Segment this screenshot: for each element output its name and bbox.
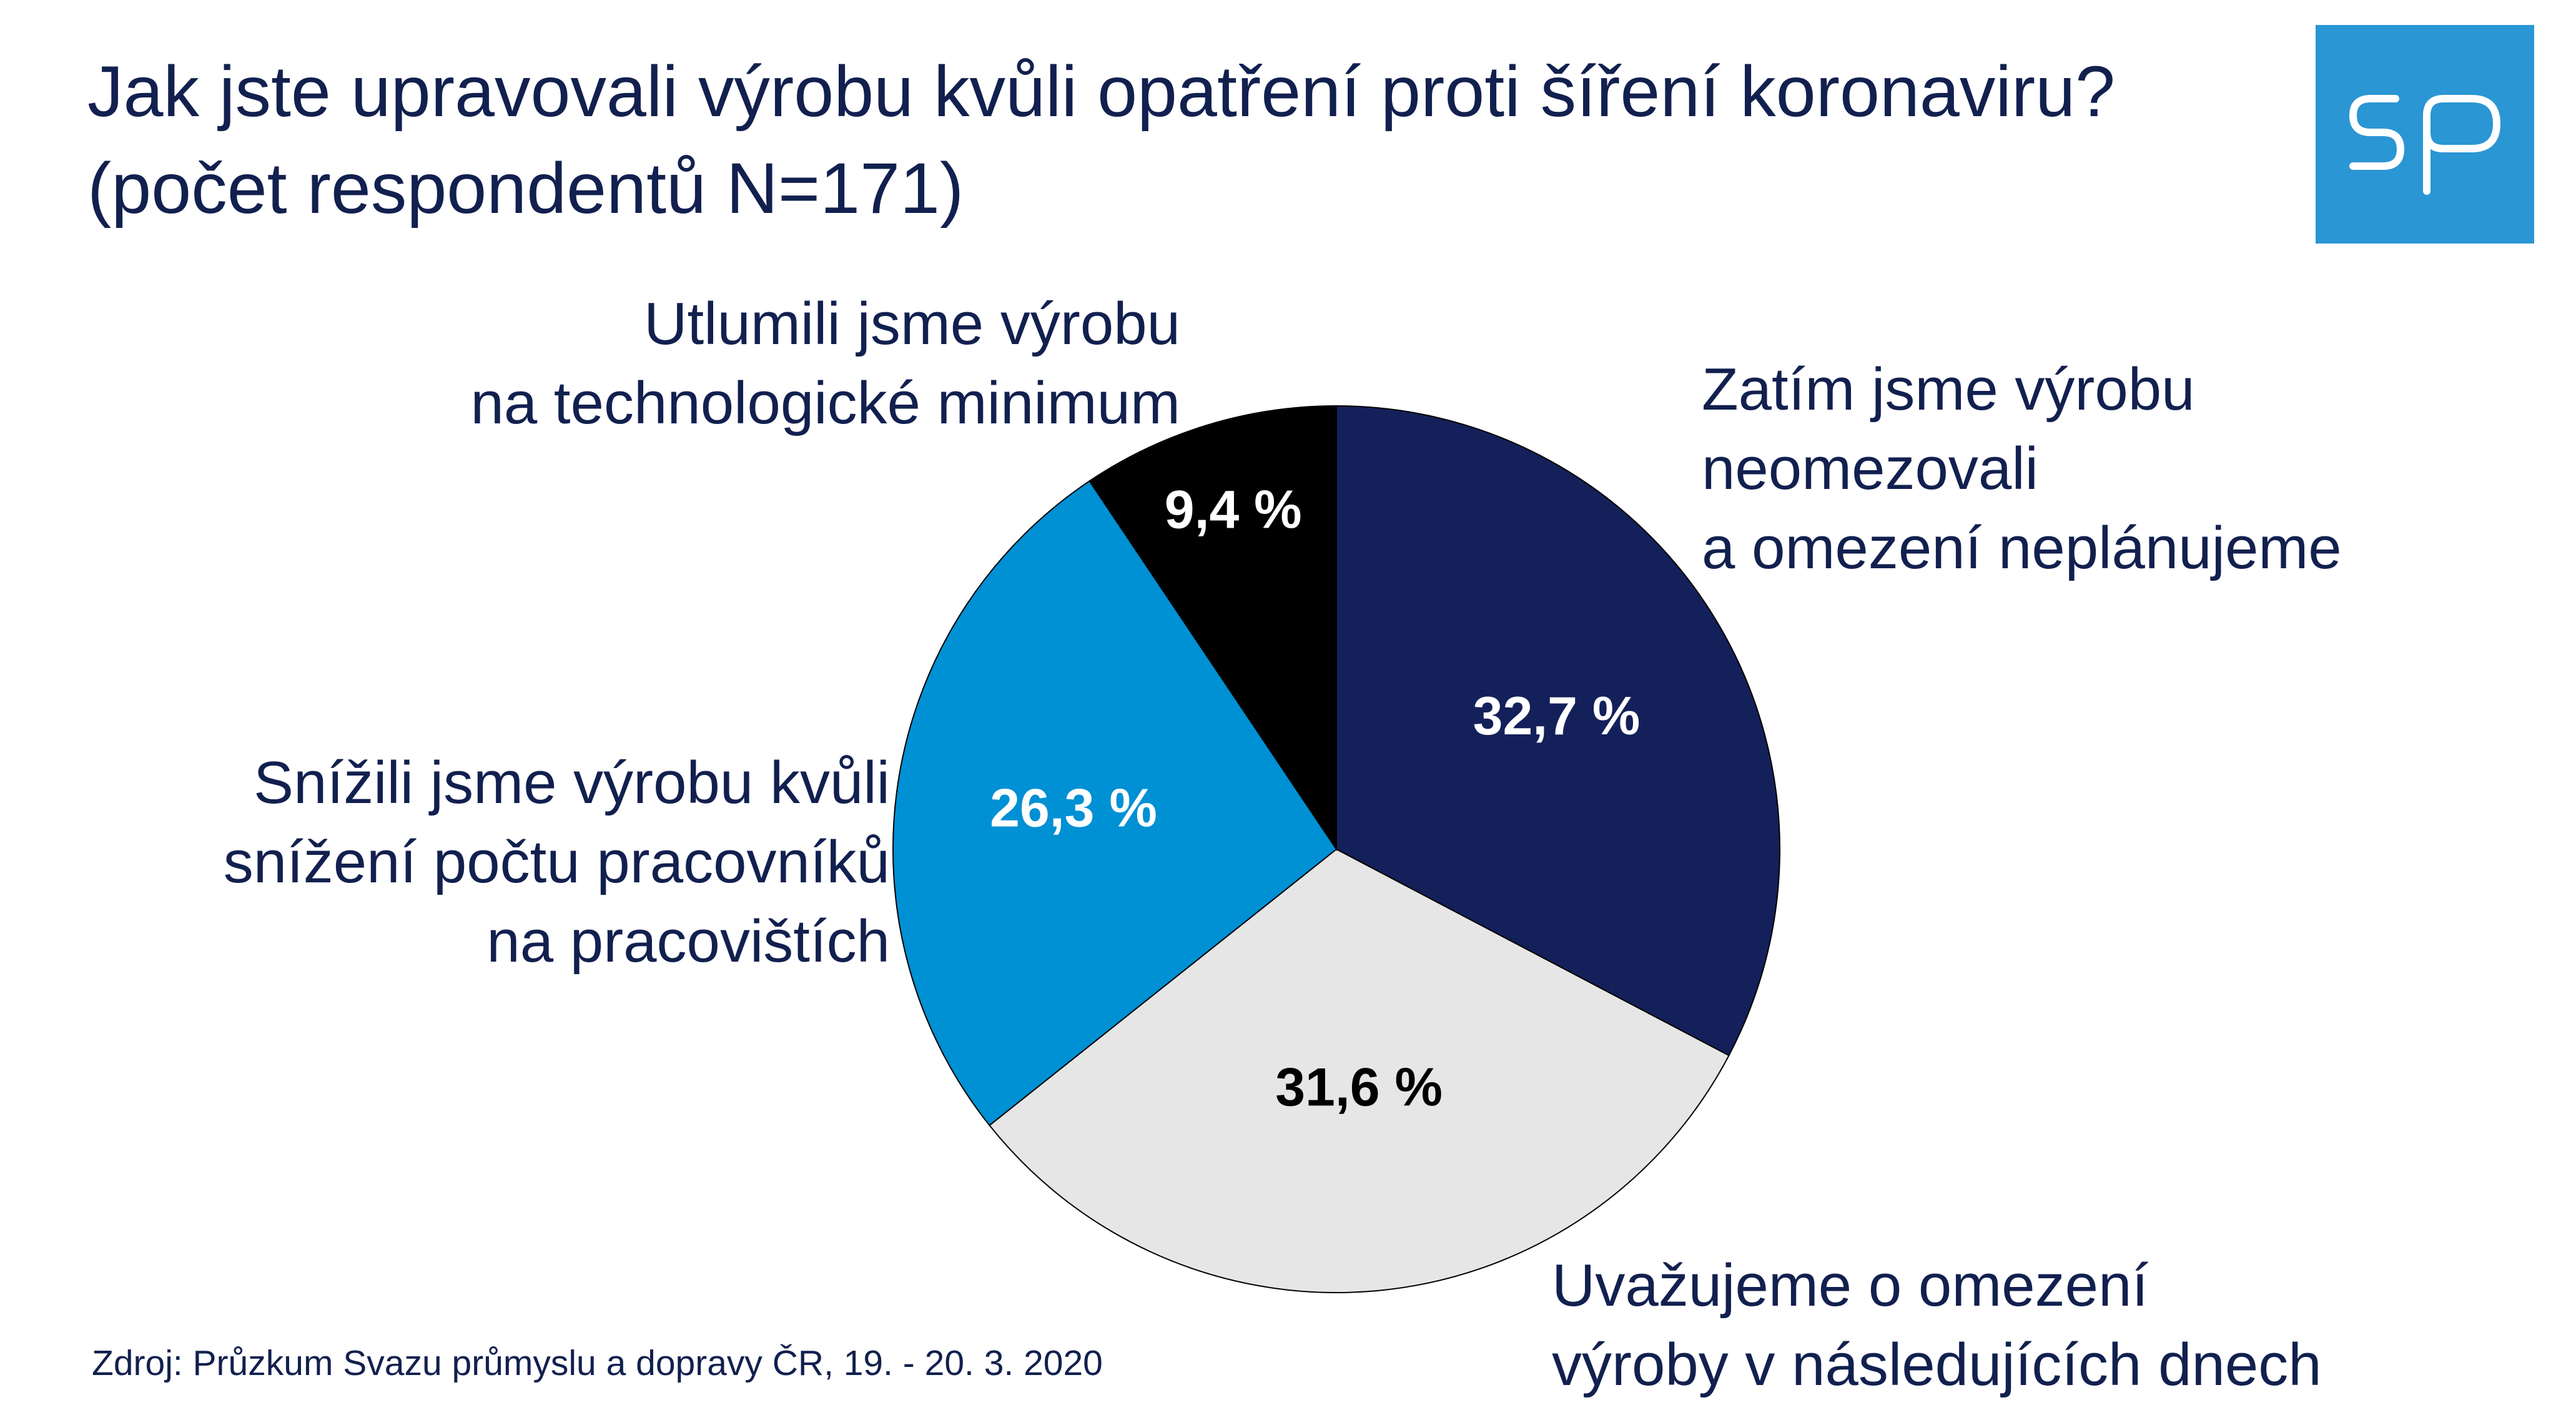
sp-logo [2316,25,2534,244]
category-label-line: Snížili jsme výrobu kvůli [254,749,890,816]
chart-title: Jak jste upravovali výrobu kvůli opatřen… [87,44,2273,237]
category-label-considering-restriction: Uvažujeme o omezení výroby v následujícíc… [1552,1246,2322,1404]
category-label-reduced-workforce: Snížili jsme výrobu kvůli snížení počtu p… [224,743,890,981]
pie-slice-reduced-workforce [892,480,1338,1126]
category-label-line: výroby v následujících dnech [1552,1331,2322,1398]
category-label-line: snížení počtu pracovníků [223,829,890,895]
data-label-no-restriction: 32,7 % [1473,686,1641,746]
category-label-line: neomezovali [1702,435,2038,502]
data-label-reduced-workforce: 26,3 % [990,779,1157,839]
category-label-line: Utlumili jsme výrobu [644,290,1180,357]
category-label-no-restriction: Zatím jsme výrobu neomezovali a omezení ne… [1702,350,2342,588]
source-note: Zdroj: Průzkum Svazu průmyslu a dopravy … [92,1343,1103,1383]
chart-title-line-1: Jak jste upravovali výrobu kvůli opatřen… [87,52,2116,132]
category-label-line: a omezení neplánujeme [1702,515,2342,581]
category-label-line: Uvažujeme o omezení [1552,1252,2149,1319]
pie-slice-technological-minimum [1088,405,1337,852]
data-label-considering-restriction: 31,6 % [1275,1058,1443,1118]
category-label-line: na technologické minimum [470,370,1180,436]
category-label-line: Zatím jsme výrobu [1702,356,2195,423]
sp-logo-mark [2349,95,2500,195]
category-label-line: na pracovištích [486,908,890,975]
chart-title-line-2: (počet respondentů N=171) [87,149,964,229]
pie-slice-considering-restriction [989,848,1730,1293]
pie-slice-no-restriction [1336,405,1780,1057]
data-label-technological-minimum: 9,4 % [1165,480,1302,540]
category-label-technological-minimum: Utlumili jsme výrobu na technologické min… [470,284,1180,443]
